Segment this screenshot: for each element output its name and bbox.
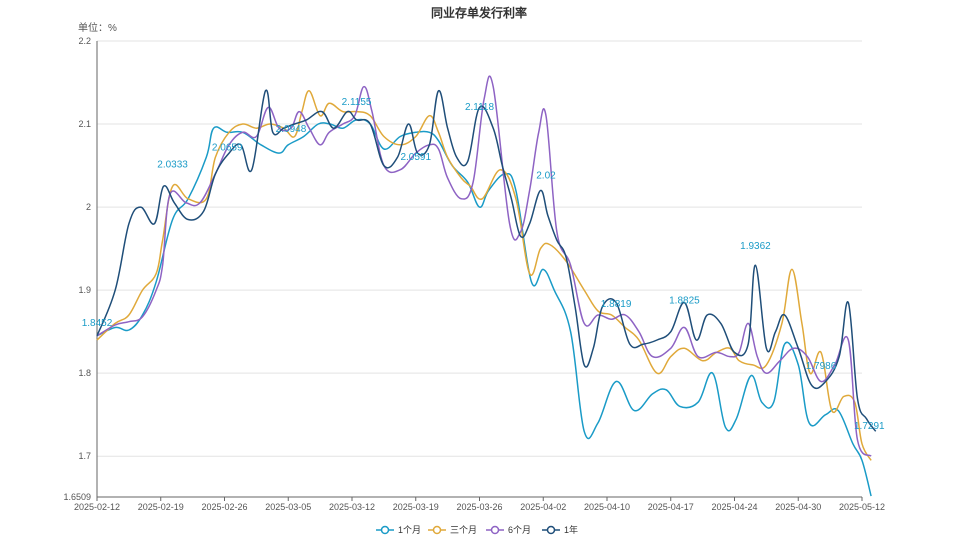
x-tick-label: 2025-02-26: [201, 502, 247, 512]
series-line-2: [96, 90, 872, 461]
x-tick-label: 2025-04-10: [584, 502, 630, 512]
data-label: 1.8819: [601, 299, 632, 310]
legend-label: 1年: [564, 524, 578, 535]
chart-title: 同业存单发行利率: [430, 6, 527, 20]
data-label: 1.9362: [740, 241, 771, 252]
x-tick-label: 2025-04-30: [775, 502, 821, 512]
legend-marker-icon: [546, 525, 556, 535]
data-label: 1.8452: [82, 318, 113, 329]
x-tick-label: 2025-04-17: [648, 502, 694, 512]
y-tick-label: 2.1: [78, 119, 91, 129]
y-tick-label: 1.7: [78, 451, 91, 461]
y-tick-label: 1.9: [78, 285, 91, 295]
legend-marker-icon: [432, 525, 442, 535]
data-label: 2.0659: [212, 142, 243, 153]
data-label: 2.0591: [400, 152, 431, 163]
y-tick-label: 2: [86, 202, 91, 212]
data-label: 2.0333: [157, 160, 188, 171]
x-tick-label: 2025-03-12: [329, 502, 375, 512]
legend-item: 三个月: [428, 525, 477, 535]
y-axis-unit-label: 单位：%: [78, 23, 117, 34]
y-tick-label: 1.6509: [63, 492, 91, 502]
data-label: 2.1118: [465, 102, 495, 113]
legend-marker-icon: [490, 525, 500, 535]
legend-label: 三个月: [450, 525, 477, 535]
legend-item: 6个月: [486, 525, 531, 535]
series-line-4: [96, 89, 877, 432]
data-label: 2.1155: [342, 97, 372, 108]
data-label: 2.02: [536, 170, 556, 181]
series-line-3: [96, 75, 872, 457]
data-label: 1.7291: [854, 421, 885, 432]
legend-marker-icon: [380, 525, 390, 535]
data-label: 1.7986: [806, 361, 837, 372]
x-tick-label: 2025-03-26: [456, 502, 502, 512]
x-tick-label: 2025-02-19: [138, 502, 184, 512]
x-tick-label: 2025-05-12: [839, 502, 885, 512]
x-tick-label: 2025-02-12: [74, 502, 120, 512]
x-tick-label: 2025-04-02: [520, 502, 566, 512]
series-line-1: [96, 118, 872, 497]
data-label: 2.0948: [276, 124, 307, 135]
y-tick-label: 1.8: [78, 368, 91, 378]
legend-label: 6个月: [508, 525, 531, 535]
data-label: 1.8825: [669, 296, 700, 307]
x-tick-label: 2025-03-05: [265, 502, 311, 512]
legend-label: 1个月: [398, 525, 421, 535]
legend-item: 1年: [542, 524, 578, 535]
x-tick-label: 2025-04-24: [711, 502, 757, 512]
legend-item: 1个月: [376, 525, 421, 535]
x-tick-label: 2025-03-19: [393, 502, 439, 512]
y-tick-label: 2.2: [78, 36, 91, 46]
